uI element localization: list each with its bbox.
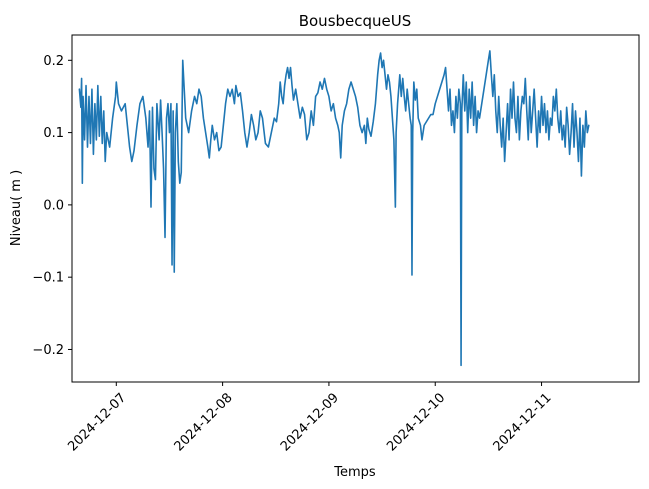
y-tick-label: 0.0 bbox=[43, 198, 64, 213]
y-tick-label: −0.2 bbox=[32, 343, 64, 358]
plot-area bbox=[71, 34, 640, 383]
series-layer bbox=[78, 50, 590, 367]
y-axis: −0.2 −0.1 0.0 0.1 0.2 bbox=[32, 54, 72, 358]
y-tick-label: 0.1 bbox=[43, 126, 64, 141]
y-axis-title: Niveau( m ) bbox=[9, 170, 24, 246]
x-axis-title: Temps bbox=[333, 465, 376, 480]
y-tick-label: 0.2 bbox=[43, 54, 64, 69]
y-tick-label: −0.1 bbox=[32, 271, 64, 286]
plot-frame bbox=[71, 34, 640, 383]
chart-title: BousbecqueUS bbox=[299, 12, 412, 30]
series-line-0 bbox=[78, 50, 590, 367]
